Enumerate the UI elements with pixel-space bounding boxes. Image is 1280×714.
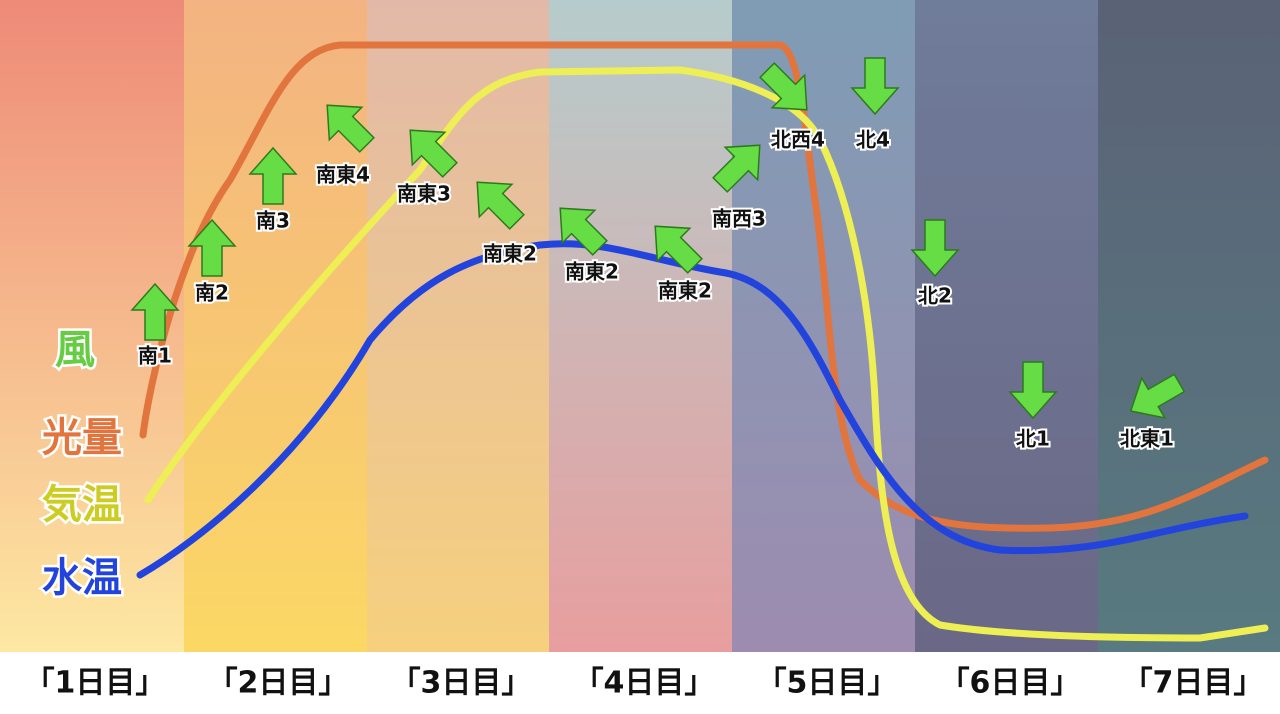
day-label: 「1日目」: [25, 666, 166, 701]
wind-label: 南東4: [316, 163, 370, 187]
wind-label: 南3: [256, 209, 290, 233]
wind-arrow: [559, 207, 608, 256]
background-bands: [0, 0, 1280, 652]
wind-label: 南西3: [712, 207, 766, 231]
wind-arrows: 南1 南2 南3 南東4 南東3 南東2 南東2 南東2 南西3 北西4 北4 北2 北1 北東1: [130, 57, 1186, 453]
wind-label: 南東2: [565, 260, 619, 284]
day-strip: [0, 652, 1280, 714]
wind-arrow: [910, 219, 960, 278]
day-label: 「4日目」: [574, 666, 715, 701]
legend-wind: 風: [55, 327, 95, 373]
wind-label: 南1: [138, 344, 172, 368]
air-temp-curve: [144, 66, 1269, 642]
water-temp-curve: [136, 240, 1249, 579]
wind-label: 南2: [195, 281, 229, 305]
legend-air-temp: 気温: [42, 482, 122, 528]
wind-label: 南東2: [658, 279, 712, 303]
legend-water-temp: 水温: [42, 555, 122, 601]
wind-label: 北2: [918, 284, 952, 308]
day-label: 「5日目」: [757, 666, 898, 701]
wind-arrow: [1129, 373, 1186, 419]
wind-label: 北4: [856, 128, 890, 152]
wind-arrow: [187, 218, 237, 277]
day-label: 「2日目」: [208, 666, 349, 701]
wind-arrow: [248, 146, 298, 205]
wind-label: 北1: [1016, 427, 1050, 451]
wind-label: 北東1: [1120, 427, 1174, 451]
light-curve: [139, 41, 1269, 532]
wind-arrow: [759, 62, 808, 111]
day-label: 「7日目」: [1123, 666, 1264, 701]
day-label: 「6日目」: [940, 666, 1081, 701]
wind-label: 南東2: [483, 242, 537, 266]
wind-arrow: [130, 282, 180, 341]
day-label: 「3日目」: [391, 666, 532, 701]
wind-arrow: [850, 57, 900, 116]
wind-arrow: [409, 129, 458, 178]
wind-arrow: [712, 144, 761, 193]
day-labels: 「1日目」 「2日目」 「3日目」 「4日目」 「5日目」 「6日目」 「7日目」: [25, 666, 1264, 701]
wind-arrow: [654, 225, 703, 274]
wind-label: 北西4: [771, 128, 825, 152]
wind-arrow: [326, 104, 375, 153]
wind-label: 南東3: [397, 182, 451, 206]
wind-arrow: [1008, 361, 1058, 420]
legend-light: 光量: [42, 415, 122, 461]
wind-arrow: [476, 181, 525, 230]
